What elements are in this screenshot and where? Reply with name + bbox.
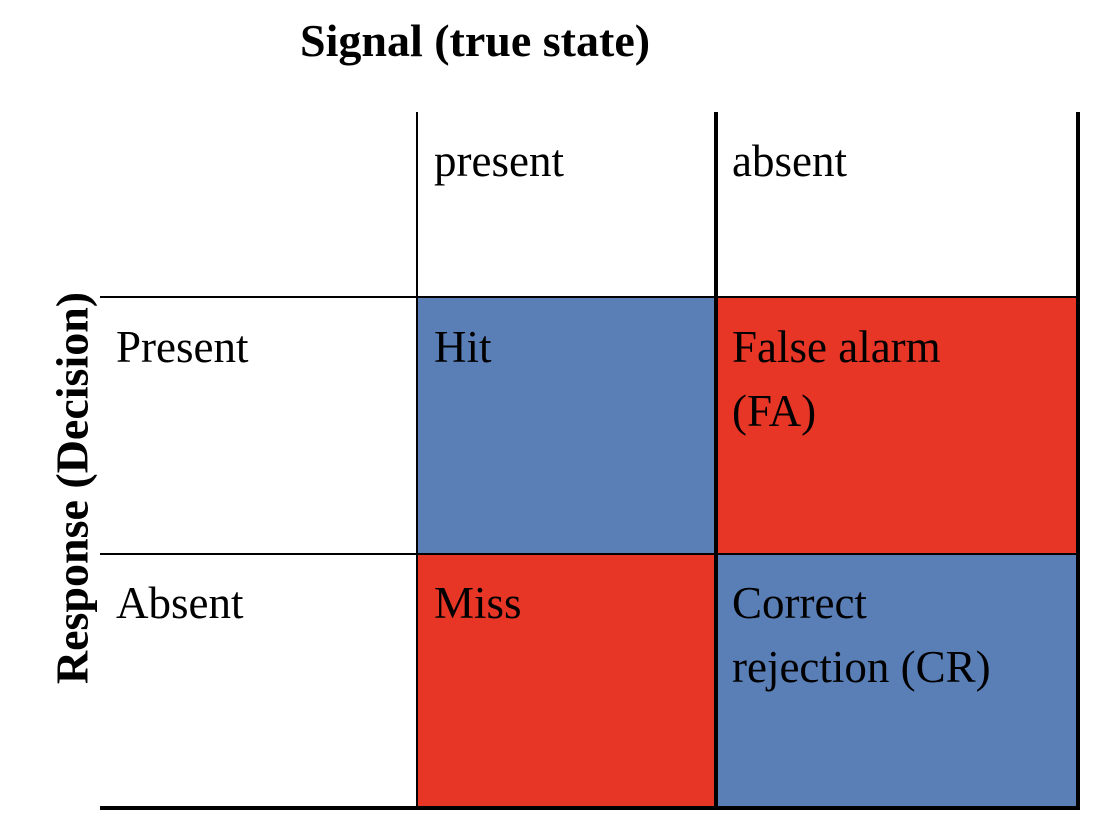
cell-correct-rejection-label-2: rejection (CR)	[732, 641, 991, 692]
column-header-absent: absent	[732, 136, 847, 186]
cell-hit-label: Hit	[434, 322, 492, 372]
grid-line-horizontal-bottom	[100, 806, 1080, 810]
grid-line-horizontal-2	[100, 553, 1080, 555]
row-header-present: Present	[116, 322, 249, 372]
column-title: Signal (true state)	[300, 15, 651, 66]
cell-correct-rejection: Correct rejection (CR)	[716, 554, 1078, 808]
cell-false-alarm-label: False alarm	[732, 322, 941, 372]
grid-line-vertical-3	[1076, 112, 1080, 810]
cell-correct-rejection-label-1: Correct	[732, 578, 867, 628]
cell-miss-label: Miss	[434, 578, 522, 628]
grid-line-horizontal-1	[100, 296, 1080, 298]
cell-false-alarm: False alarm (FA)	[716, 298, 1078, 554]
row-title: Response (Decision)	[46, 291, 98, 685]
cell-miss: Miss	[418, 554, 716, 808]
cell-false-alarm-abbrev: (FA)	[732, 385, 817, 436]
cell-hit: Hit	[418, 298, 716, 554]
row-header-absent: Absent	[116, 578, 244, 628]
column-header-present: present	[434, 136, 564, 186]
grid-line-vertical-2	[714, 112, 718, 810]
grid-line-vertical-1	[416, 112, 418, 810]
